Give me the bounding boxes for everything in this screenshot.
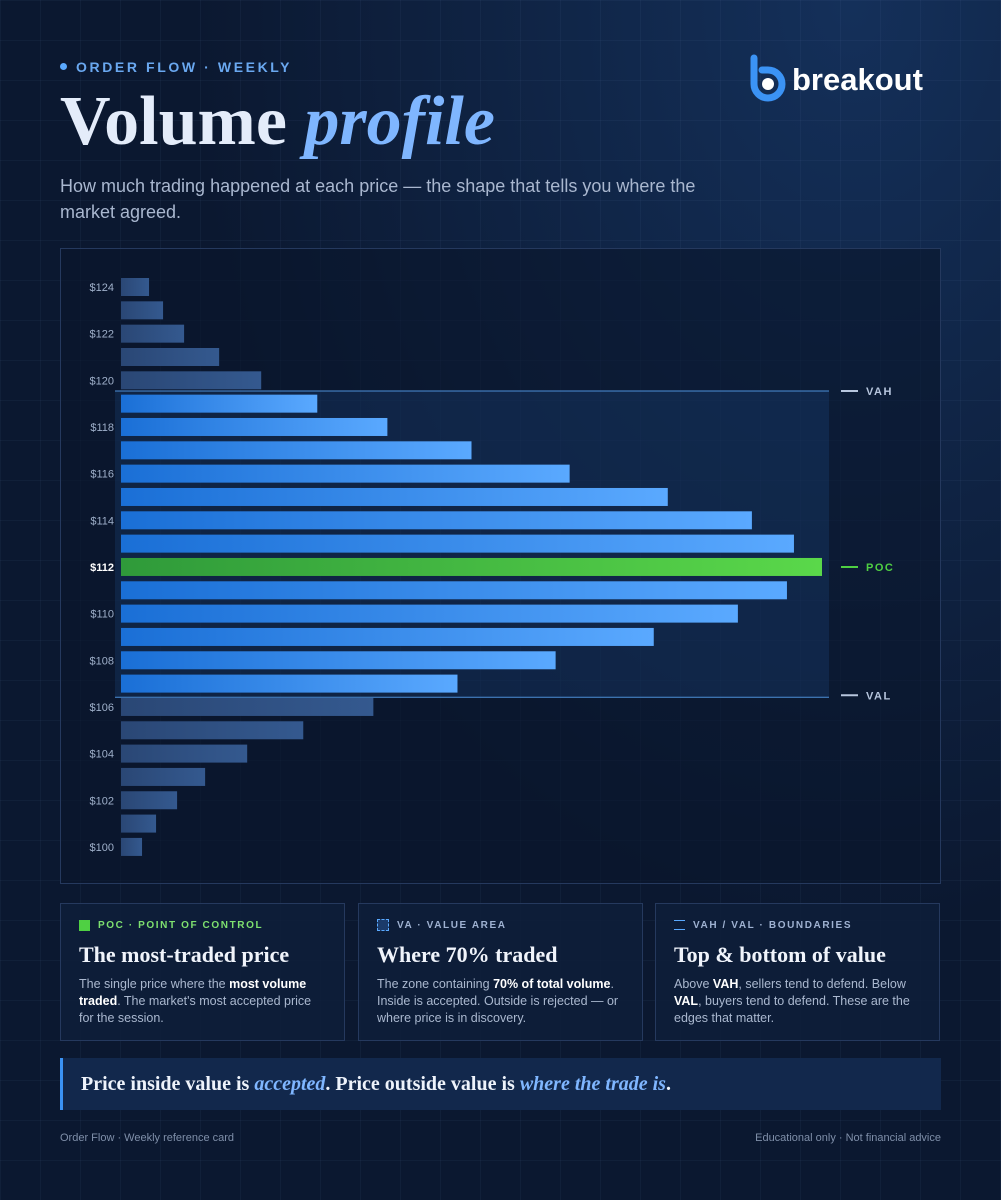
- bar: [121, 721, 304, 740]
- y-tick-label: $116: [90, 469, 114, 481]
- eyebrow-dot: [60, 63, 67, 70]
- bar: [121, 464, 570, 483]
- bar: [121, 814, 157, 833]
- eyebrow: ORDER FLOW · WEEKLY: [76, 59, 293, 75]
- title-main: Volume: [60, 83, 287, 160]
- bar: [121, 674, 458, 693]
- text-part: , sellers tend to defend. Below: [738, 977, 906, 991]
- y-tick-label: $102: [90, 795, 114, 807]
- logo: breakout: [750, 54, 923, 102]
- bar: [121, 791, 178, 810]
- card-title: Where 70% traded: [377, 942, 558, 967]
- card-body: The zone containing 70% of total volume.…: [377, 976, 624, 1027]
- text-part: Price inside value is: [81, 1073, 255, 1095]
- text-part: . The market's most accepted price for t…: [79, 994, 312, 1025]
- title-accent: profile: [304, 83, 495, 160]
- bar: [121, 347, 220, 366]
- callout: Price inside value is accepted. Price ou…: [60, 1058, 941, 1110]
- chart: $124 $122 $120 $118 $116 $114 $112 $110 $108 $106…: [60, 248, 941, 884]
- bar: [121, 278, 150, 296]
- emphasis: VAL: [674, 994, 699, 1008]
- annotation: POC: [866, 562, 894, 574]
- y-tick-label: $100: [90, 842, 114, 854]
- bar: [121, 767, 206, 786]
- bar: [121, 511, 752, 530]
- bar: [121, 417, 388, 436]
- y-tick-label: $118: [90, 422, 114, 434]
- emphasis: VAH: [712, 977, 739, 991]
- emphasis: 70% of total volume: [493, 977, 611, 991]
- text-part: . Price outside value is: [325, 1073, 520, 1095]
- bar: [121, 394, 318, 413]
- emphasis: most volume traded: [79, 977, 307, 1008]
- y-tick-label: $104: [90, 749, 114, 761]
- bar: [121, 651, 556, 670]
- y-tick-label: $110: [90, 609, 114, 621]
- text-part: The single price where the: [79, 977, 230, 991]
- bar: [121, 301, 164, 320]
- poc-bar: [121, 557, 822, 576]
- y-tick-label: $112: [90, 562, 114, 574]
- y-tick-label: $122: [90, 329, 114, 341]
- card-label: VAH / VAL · BOUNDARIES: [693, 919, 853, 931]
- footer-right: Educational only · Not financial advice: [755, 1132, 941, 1144]
- bar: [121, 371, 262, 390]
- text-part: .: [665, 1073, 671, 1095]
- y-tick-label: $114: [90, 515, 114, 527]
- bar: [121, 604, 738, 623]
- card-body: The single price where the most volume t…: [79, 976, 326, 1027]
- card-label: VA · VALUE AREA: [397, 919, 507, 931]
- text-part: . Inside is accepted. Outside is rejecte…: [377, 977, 619, 1025]
- bar: [121, 487, 668, 506]
- card: VAH / VAL · BOUNDARIES Top & bottom of va…: [655, 903, 940, 1041]
- bar: [121, 441, 472, 460]
- emphasis: where the trade is: [519, 1073, 666, 1095]
- emphasis: accepted: [254, 1073, 326, 1095]
- card-label: POC · POINT OF CONTROL: [98, 919, 264, 931]
- bar: [121, 324, 185, 343]
- footer-left: Order Flow · Weekly reference card: [60, 1132, 235, 1144]
- icon: [377, 919, 389, 931]
- subtitle: How much trading happened at each price …: [60, 176, 696, 222]
- y-tick-label: $124: [90, 282, 114, 294]
- annotation: VAH: [866, 386, 893, 398]
- icon: [79, 919, 90, 931]
- bar: [121, 697, 374, 716]
- text-part: The zone containing: [377, 977, 494, 991]
- bar: [121, 581, 787, 600]
- text-part: Above: [674, 977, 713, 991]
- text-part: , buyers tend to defend. These are the e…: [674, 994, 910, 1025]
- card: POC · POINT OF CONTROL The most-traded pr…: [60, 903, 345, 1041]
- y-tick-label: $106: [90, 702, 114, 714]
- bar: [121, 744, 248, 763]
- bar: [121, 837, 143, 856]
- icon: [674, 920, 685, 930]
- annotation: VAL: [866, 690, 892, 702]
- y-tick-label: $120: [90, 375, 114, 387]
- bar: [121, 627, 654, 646]
- bar: [121, 534, 794, 553]
- card-title: Top & bottom of value: [674, 942, 886, 967]
- card: VA · VALUE AREA Where 70% traded The zone …: [358, 903, 643, 1041]
- card-body: Above VAH, sellers tend to defend. Below…: [674, 976, 921, 1027]
- y-tick-label: $108: [90, 655, 114, 667]
- logo-text: breakout: [792, 62, 923, 97]
- card-title: The most-traded price: [79, 942, 290, 967]
- title: Volume profile: [60, 82, 495, 162]
